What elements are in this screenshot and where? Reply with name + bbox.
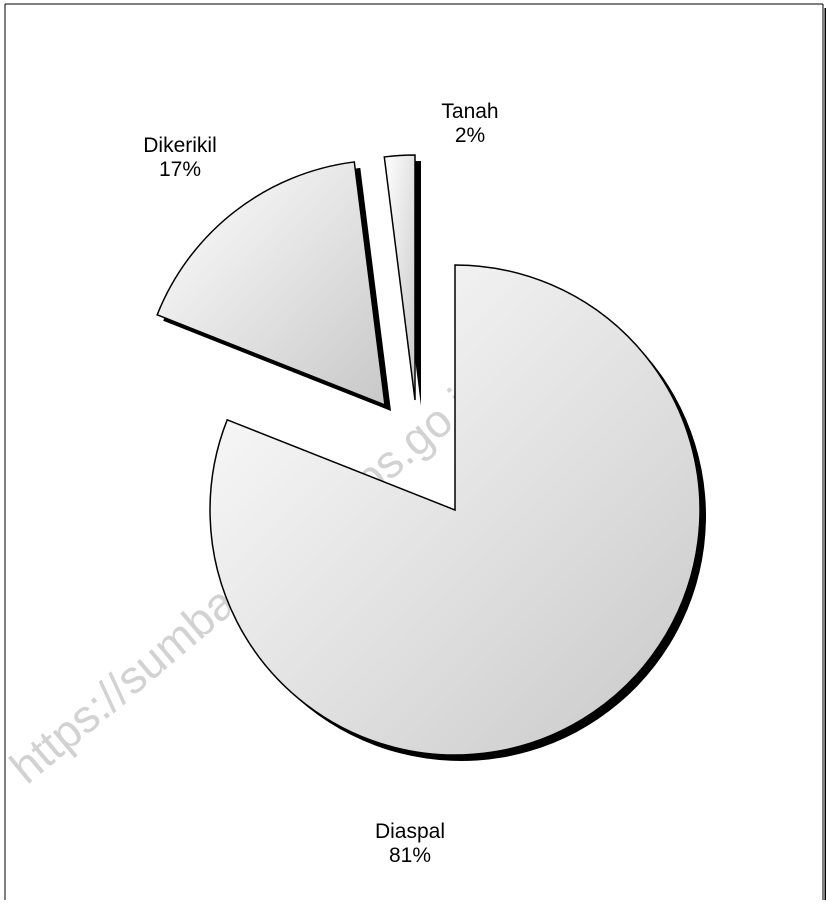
pie-slice-diaspal xyxy=(209,264,701,756)
slice-percent-diaspal: 81% xyxy=(389,844,431,867)
pie-slice-dikerikil xyxy=(156,161,386,407)
slice-label-dikerikil: Dikerikil xyxy=(143,134,217,157)
slice-percent-tanah: 2% xyxy=(455,124,485,147)
slice-label-tanah: Tanah xyxy=(441,100,498,123)
slice-percent-dikerikil: 17% xyxy=(159,158,201,181)
pie-slice-tanah xyxy=(383,154,416,401)
slice-label-diaspal: Diaspal xyxy=(375,820,445,843)
slices-layer xyxy=(156,154,706,761)
